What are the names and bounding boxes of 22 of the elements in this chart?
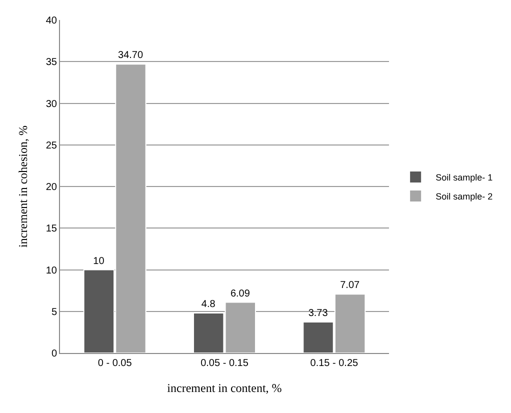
legend-label: Soil sample- 2 xyxy=(436,192,493,202)
x-tick-label: 0.05 - 0.15 xyxy=(200,358,249,369)
legend-label: Soil sample- 1 xyxy=(436,172,493,183)
y-tick-label: 5 xyxy=(51,306,58,318)
x-tick-label: 0 - 0.05 xyxy=(98,358,132,369)
data-label: 7.07 xyxy=(340,280,360,292)
y-tick-label: 15 xyxy=(46,224,58,235)
y-axis-title: increment in cohesion, % xyxy=(16,126,30,248)
x-axis-title: increment in content, % xyxy=(167,380,282,395)
x-tick-label: 0.15 - 0.25 xyxy=(310,358,359,369)
data-label: 34.70 xyxy=(118,50,144,62)
y-tick-label: 0 xyxy=(51,348,58,360)
y-tick-label: 20 xyxy=(46,182,58,193)
y-tick-label: 40 xyxy=(46,16,58,26)
data-label: 4.8 xyxy=(201,299,216,310)
data-label: 10 xyxy=(93,256,105,267)
data-label: 6.09 xyxy=(230,288,250,300)
data-label: 3.73 xyxy=(308,308,328,319)
y-tick-label: 10 xyxy=(46,265,58,276)
y-tick-label: 25 xyxy=(46,140,58,152)
y-tick-label: 30 xyxy=(46,98,58,110)
y-tick-label: 35 xyxy=(46,57,58,68)
